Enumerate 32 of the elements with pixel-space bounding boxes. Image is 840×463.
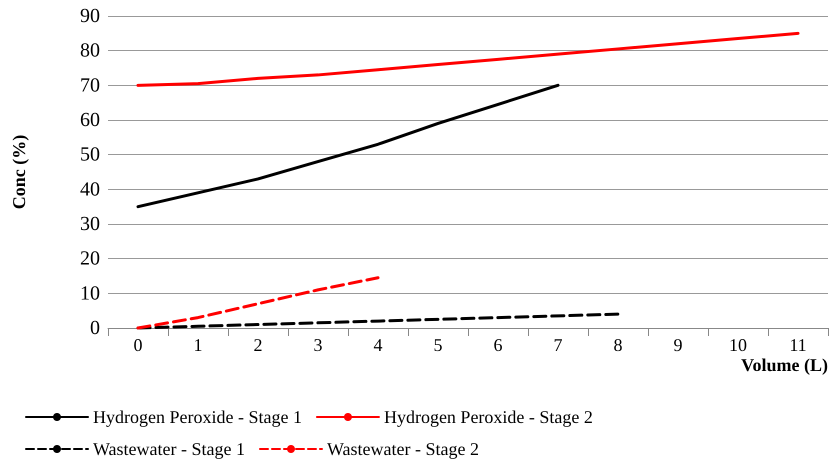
legend-label: Wastewater - Stage 1 (93, 439, 245, 459)
line-series (136, 276, 380, 330)
x-tick-label: 2 (254, 335, 262, 355)
x-tick-label: 9 (674, 335, 682, 355)
legend-label: Hydrogen Peroxide - Stage 2 (384, 407, 593, 427)
y-tick-label: 50 (80, 144, 100, 166)
x-tick-label: 6 (494, 335, 502, 355)
legend-label: Wastewater - Stage 2 (326, 439, 479, 459)
y-tick-label: 0 (90, 317, 100, 339)
y-axis-title: Conc (%) (9, 134, 29, 210)
y-tick-label: 80 (80, 40, 100, 62)
line-series (136, 312, 620, 330)
y-tick-label: 60 (80, 109, 100, 131)
y-tick-label: 70 (80, 74, 100, 96)
y-tick-label: 20 (80, 248, 100, 270)
y-tick-label: 10 (80, 282, 100, 304)
x-tick-label: 4 (374, 335, 382, 355)
legend-label: Hydrogen Peroxide - Stage 1 (93, 407, 302, 427)
y-tick-label: 30 (80, 213, 100, 235)
x-tick-label: 10 (729, 335, 747, 355)
line-series (136, 32, 800, 87)
x-tick-label: 3 (314, 335, 322, 355)
y-tick-label: 40 (80, 178, 100, 200)
x-axis-title: Volume (L) (741, 355, 828, 375)
x-tick-label: 1 (194, 335, 202, 355)
line-series (136, 84, 560, 208)
x-tick-label: 8 (614, 335, 622, 355)
y-tick-label: 90 (80, 5, 100, 27)
x-tick-label: 7 (554, 335, 562, 355)
x-tick-label: 11 (789, 335, 807, 355)
x-tick-label: 5 (434, 335, 442, 355)
x-tick-label: 0 (134, 335, 142, 355)
